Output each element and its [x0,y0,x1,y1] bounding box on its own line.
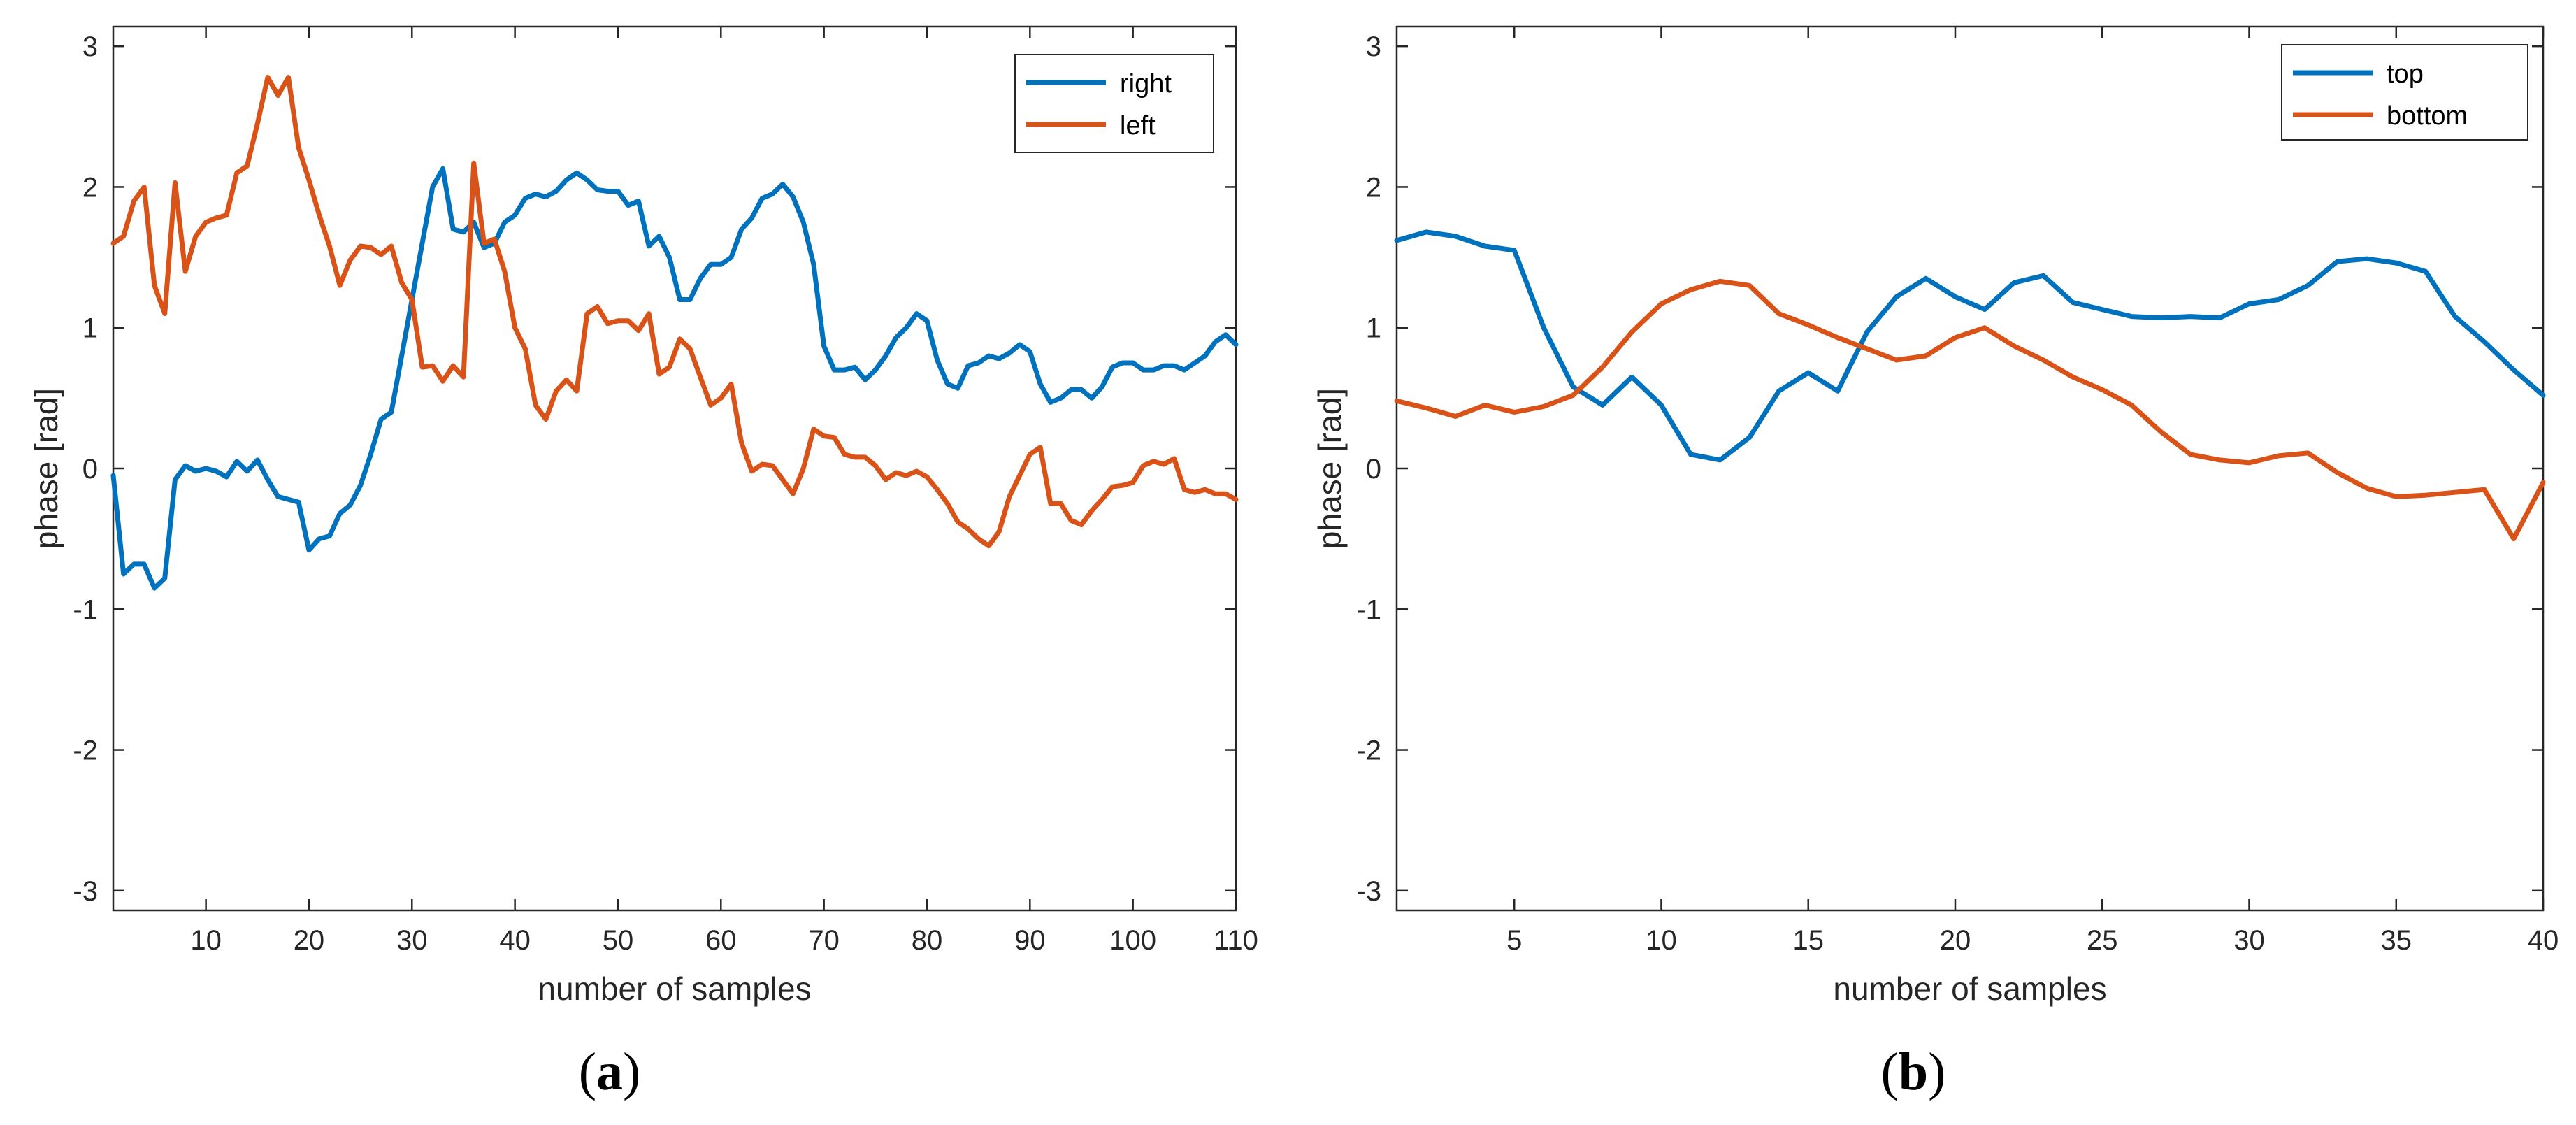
panel-a-ytick-label: 2 [82,172,98,203]
panel-b-ytick-label: 0 [1366,454,1381,485]
panel-a-ytick-label: -3 [73,876,98,907]
panel-a-ytick-label: -2 [73,736,98,766]
panel-a-ytick-label: 0 [82,454,98,485]
panel-b-xtick-label: 35 [2380,925,2412,956]
panel-a-y-axis-label: phase [rad] [28,388,64,549]
panel-b-ytick-label: -1 [1356,594,1381,625]
series-line-bottom [1394,278,2546,542]
panel-b-x-axis-label: number of samples [1833,970,2106,1007]
panel-b-xtick-label: 5 [1506,925,1522,956]
panel-b-xtick-label: 15 [1792,925,1824,956]
panel-b-ytick-label: -2 [1356,736,1381,766]
series-line-top [1394,229,2546,463]
panel-letter-a: a [596,1042,623,1101]
panel-b-ytick-label: -3 [1356,876,1381,907]
legend-label-left: left [1120,111,1156,141]
panel-b-ytick-label: 1 [1366,313,1381,344]
panel-a-xtick-label: 110 [1214,925,1258,956]
chart-panel-b: 5 10 15 20 25 30 35 40 -3 -2 -1 0 1 2 3 number of sampl… [1311,25,2559,1007]
panel-a-ytick-label: 3 [82,31,98,62]
legend-label-top: top [2387,59,2424,89]
panel-a-xtick-label: 10 [190,925,222,956]
panel-b-xtick-label: 30 [2233,925,2265,956]
panel-caption-a: (a) [578,1042,641,1101]
panel-b-xtick-label: 25 [2087,925,2118,956]
panel-a-axes-box [112,25,1237,912]
panel-b-xtick-label: 20 [1940,925,1971,956]
panel-a-xtick-label: 40 [499,925,531,956]
panel-a-xtick-label: 90 [1014,925,1046,956]
panel-b-ytick-label: 2 [1366,172,1381,203]
series-line-left [110,75,1239,549]
panel-a-legend-box [1014,54,1214,153]
panel-a-ytick-label: 1 [82,313,98,344]
panel-a-xtick-label: 100 [1109,925,1156,956]
panel-a-xtick-label: 70 [808,925,840,956]
panel-a-xtick-label: 80 [912,925,943,956]
panel-a-xtick-label: 60 [705,925,737,956]
chart-panel-a: 10 20 30 40 50 60 70 80 90 100 110 -3 -2 -1 0 1 2 3 number… [28,25,1258,1007]
panel-b-axes-box [1395,25,2545,912]
panel-b-legend-box [2281,44,2528,141]
panel-b-ytick-label: 3 [1366,31,1381,62]
legend-label-bottom: bottom [2387,101,2468,131]
legend-label-right: right [1120,69,1172,99]
panel-a-ytick-label: -1 [73,594,98,625]
panel-b-xtick-label: 10 [1646,925,1677,956]
panel-a-x-axis-label: number of samples [538,970,811,1007]
panel-b-xtick-label: 40 [2528,925,2559,956]
panel-a-xtick-label: 20 [294,925,325,956]
panel-b-y-axis-label: phase [rad] [1311,388,1348,549]
panel-caption-b: (b) [1880,1042,1946,1101]
series-line-right [110,166,1239,591]
panel-letter-b: b [1898,1042,1929,1101]
panel-a-xtick-label: 50 [603,925,634,956]
panel-a-xtick-label: 30 [396,925,428,956]
